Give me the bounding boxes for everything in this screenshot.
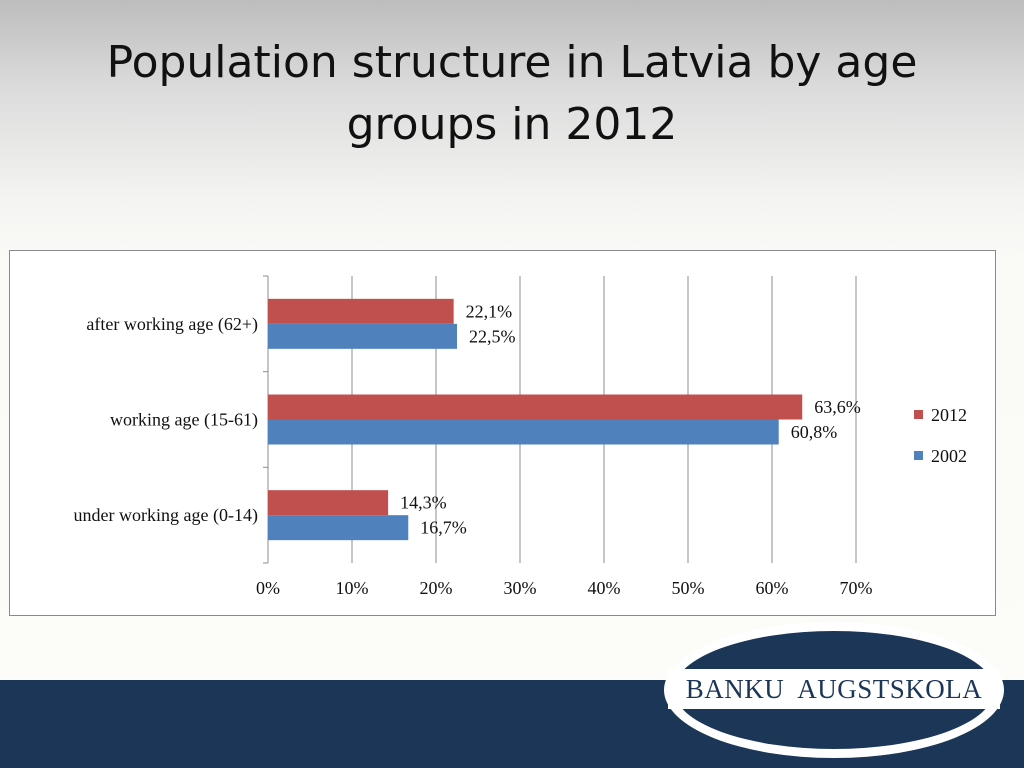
banku-augstskola-logo: BANKU AUGSTSKOLA [664,622,1004,758]
x-tick-label: 30% [504,578,537,598]
bar-2002 [268,323,457,349]
logo-text-strip [668,669,1000,709]
data-label-2002: 60,8% [791,422,838,442]
x-tick-label: 20% [420,578,453,598]
x-tick-label: 40% [588,578,621,598]
slide-title-line-2: groups in 2012 [346,99,678,150]
category-label: working age (15-61) [110,410,258,431]
data-label-2012: 14,3% [400,493,447,513]
bar-2012 [268,490,389,516]
bar-2012 [268,298,454,324]
bar-2012 [268,394,803,420]
legend-label-2012: 2012 [931,405,967,425]
legend-swatch-2002 [914,451,923,460]
bar-chart: 0% 10% 20% 30% 40% 50% 60% 70% under working age… [74,275,967,598]
x-tick-label: 70% [840,578,873,598]
category-label: under working age (0-14) [74,505,258,526]
data-label-2012: 22,1% [466,301,513,321]
bar-2002 [268,419,779,445]
x-tick-label: 10% [336,578,369,598]
x-tick-label: 0% [256,578,280,598]
x-tick-label: 60% [756,578,789,598]
x-tick-label: 50% [672,578,705,598]
category-label: after working age (62+) [86,314,258,335]
bar-2002 [268,515,409,541]
data-label-2002: 22,5% [469,326,516,346]
chart-frame: 0% 10% 20% 30% 40% 50% 60% 70% under working age… [9,250,996,616]
legend-swatch-2012 [914,410,923,419]
data-label-2012: 63,6% [814,397,861,417]
logo-text: BANKU AUGSTSKOLA [685,674,983,704]
legend-label-2002: 2002 [931,446,967,466]
slide-title: Population structure in Latvia by age gr… [0,32,1024,156]
slide-title-line-1: Population structure in Latvia by age [106,37,918,88]
data-label-2002: 16,7% [420,518,467,538]
